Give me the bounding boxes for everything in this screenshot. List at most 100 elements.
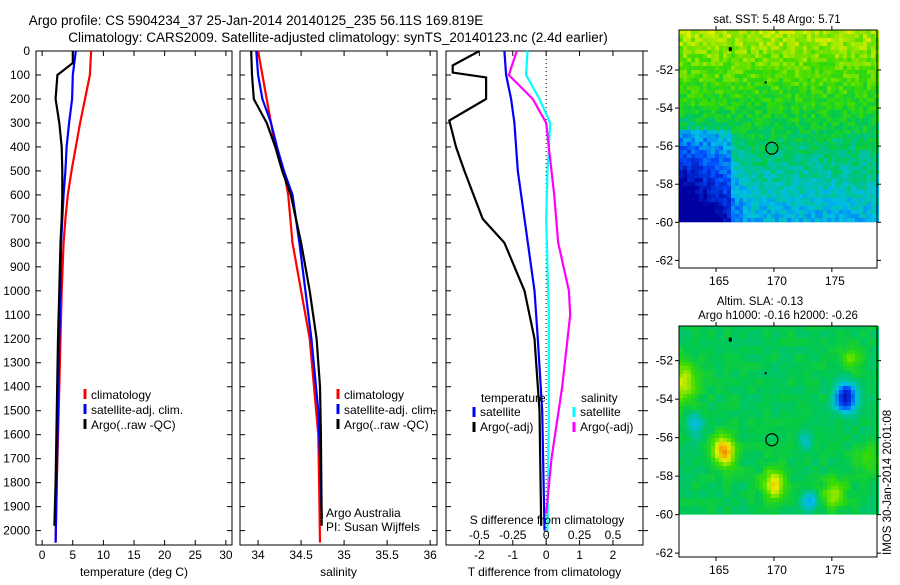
map-cell xyxy=(811,330,815,334)
map-cell xyxy=(799,154,803,158)
map-cell xyxy=(839,498,843,502)
map-cell xyxy=(735,326,739,330)
map-cell xyxy=(759,166,763,170)
map-cell xyxy=(867,110,871,114)
map-cell xyxy=(679,446,683,450)
map-cell xyxy=(723,78,727,82)
map-cell xyxy=(735,166,739,170)
map-cell xyxy=(843,134,847,138)
map-cell xyxy=(851,414,855,418)
map-cell xyxy=(719,206,723,210)
map-cell xyxy=(747,326,751,330)
map-cell xyxy=(803,358,807,362)
map-cell xyxy=(795,410,799,414)
map-cell xyxy=(763,54,767,58)
map-cell xyxy=(767,334,771,338)
map-cell xyxy=(731,66,735,70)
map-cell xyxy=(799,414,803,418)
map-cell xyxy=(791,150,795,154)
map-cell xyxy=(743,78,747,82)
map-cell xyxy=(863,206,867,210)
map-cell xyxy=(783,150,787,154)
map-cell xyxy=(855,418,859,422)
map-cell xyxy=(679,50,683,54)
map-cell xyxy=(751,338,755,342)
map-cell xyxy=(787,98,791,102)
map-cell xyxy=(863,390,867,394)
map-cell xyxy=(727,482,731,486)
map-cell xyxy=(735,106,739,110)
map-cell xyxy=(871,402,875,406)
map-cell xyxy=(831,326,835,330)
map-cell xyxy=(747,214,751,218)
map-cell xyxy=(827,78,831,82)
map-cell xyxy=(867,422,871,426)
map-cell xyxy=(683,198,687,202)
map-cell xyxy=(731,206,735,210)
map-cell xyxy=(711,186,715,190)
map-cell xyxy=(687,354,691,358)
map-cell xyxy=(783,162,787,166)
map-cell xyxy=(783,470,787,474)
map-cell xyxy=(679,38,683,42)
map-cell xyxy=(827,214,831,218)
map-cell xyxy=(731,218,735,222)
map-cell xyxy=(759,34,763,38)
map-cell xyxy=(703,166,707,170)
map-cell xyxy=(735,450,739,454)
map-cell xyxy=(763,326,767,330)
map-cell xyxy=(819,378,823,382)
map-cell xyxy=(835,34,839,38)
map-cell xyxy=(867,178,871,182)
map-cell xyxy=(839,66,843,70)
map-cell xyxy=(851,98,855,102)
map-cell xyxy=(787,118,791,122)
map-cell xyxy=(731,474,735,478)
map-cell xyxy=(835,174,839,178)
map-cell xyxy=(755,330,759,334)
map-cell xyxy=(815,110,819,114)
map-cell xyxy=(835,166,839,170)
map-cell xyxy=(727,58,731,62)
map-cell xyxy=(731,406,735,410)
map-cell xyxy=(819,430,823,434)
map-cell xyxy=(723,70,727,74)
map-cell xyxy=(711,194,715,198)
map-cell xyxy=(779,486,783,490)
map-cell xyxy=(771,334,775,338)
map-cell xyxy=(807,214,811,218)
map-cell xyxy=(835,478,839,482)
map-cell xyxy=(811,374,815,378)
map-cell xyxy=(839,110,843,114)
map-cell xyxy=(819,194,823,198)
map-cell xyxy=(711,146,715,150)
map-cell xyxy=(823,190,827,194)
map-cell xyxy=(691,70,695,74)
map-cell xyxy=(827,166,831,170)
map-cell xyxy=(699,194,703,198)
map-cell xyxy=(859,358,863,362)
map-cell xyxy=(779,470,783,474)
map-cell xyxy=(803,190,807,194)
map-cell xyxy=(855,206,859,210)
map-cell xyxy=(719,346,723,350)
map-cell xyxy=(827,66,831,70)
lat-tick-label: -62 xyxy=(656,253,674,267)
map-cell xyxy=(851,194,855,198)
map-cell xyxy=(751,42,755,46)
map-cell xyxy=(795,210,799,214)
map-cell xyxy=(723,378,727,382)
map-cell xyxy=(835,206,839,210)
map-cell xyxy=(715,178,719,182)
map-cell xyxy=(815,414,819,418)
map-cell xyxy=(835,142,839,146)
map-cell xyxy=(715,150,719,154)
map-cell xyxy=(827,374,831,378)
map-cell xyxy=(711,394,715,398)
map-cell xyxy=(679,442,683,446)
map-cell xyxy=(719,86,723,90)
map-cell xyxy=(859,74,863,78)
map-cell xyxy=(791,350,795,354)
map-cell xyxy=(807,210,811,214)
map-cell xyxy=(863,350,867,354)
